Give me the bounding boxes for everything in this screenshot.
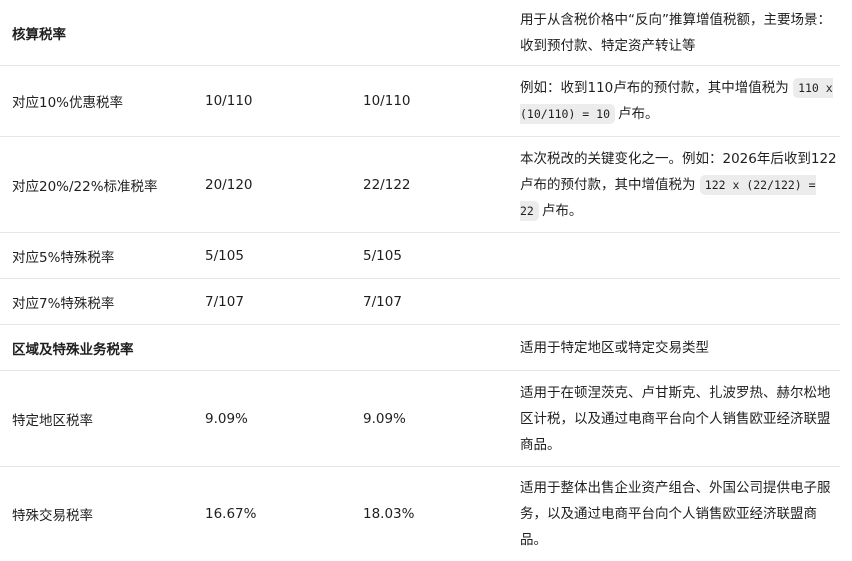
note-text: 用于从含税价格中“反向”推算增值税额，主要场景：收到预付款、特定资产转让等 [520, 11, 831, 54]
note-text: 例如：收到110卢布的预付款，其中增值税为 [520, 80, 794, 96]
table-row: 区域及特殊业务税率 适用于特定地区或特定交易类型 [0, 325, 840, 371]
rate-name-cell: 对应7%特殊税率 [12, 295, 115, 312]
new-rate-cell: 9.09% [363, 410, 406, 427]
note-cell: 适用于特定地区或特定交易类型 [520, 325, 840, 370]
table-row: 对应7%特殊税率 7/107 7/107 [0, 279, 840, 325]
table-row: 核算税率 用于从含税价格中“反向”推算增值税额，主要场景：收到预付款、特定资产转让… [0, 0, 840, 66]
note-cell [520, 233, 840, 278]
new-rate-cell [363, 325, 513, 370]
rate-name-cell: 对应10%优惠税率 [12, 95, 124, 111]
note-text: 适用于特定地区或特定交易类型 [520, 339, 709, 356]
table-row: 特定地区税率 9.09% 9.09% 适用于在顿涅茨克、卢甘斯克、扎波罗热、赫尔松地区… [0, 371, 840, 467]
rate-name-cell: 特殊交易税率 [12, 507, 93, 524]
old-rate-cell [205, 0, 355, 65]
note-cell [520, 279, 840, 324]
note-cell: 本次税改的关键变化之一。例如：2026年后收到122卢布的预付款，其中增值税为 … [520, 137, 840, 232]
note-cell: 例如：收到110卢布的预付款，其中增值税为 110 x (10/110) = 1… [520, 66, 840, 136]
rate-name-cell: 对应5%特殊税率 [12, 249, 115, 266]
old-rate-cell: 9.09% [205, 410, 248, 427]
old-rate-cell [205, 325, 355, 370]
old-rate-cell: 10/110 [205, 93, 253, 109]
new-rate-cell: 18.03% [363, 505, 415, 522]
note-text: 卢布。 [618, 106, 659, 122]
note-text: 适用于在顿涅茨克、卢甘斯克、扎波罗热、赫尔松地区计税，以及通过电商平台向个人销售… [520, 384, 831, 453]
old-rate-cell: 7/107 [205, 293, 244, 310]
old-rate-cell: 16.67% [205, 505, 257, 522]
rate-name-cell: 区域及特殊业务税率 [12, 341, 134, 358]
new-rate-cell: 10/110 [363, 93, 411, 109]
rate-name-cell: 特定地区税率 [12, 412, 93, 429]
old-rate-cell: 20/120 [205, 176, 253, 193]
table-row: 对应5%特殊税率 5/105 5/105 [0, 233, 840, 279]
note-cell: 适用于整体出售企业资产组合、外国公司提供电子服务，以及通过电商平台向个人销售欧亚… [520, 467, 840, 560]
new-rate-cell: 5/105 [363, 247, 402, 264]
new-rate-cell: 7/107 [363, 293, 402, 310]
old-rate-cell: 5/105 [205, 247, 244, 264]
note-text: 适用于整体出售企业资产组合、外国公司提供电子服务，以及通过电商平台向个人销售欧亚… [520, 479, 831, 548]
table-row: 对应10%优惠税率 10/110 10/110 例如：收到110卢布的预付款，其中增值… [0, 66, 840, 137]
new-rate-cell: 22/122 [363, 176, 411, 193]
new-rate-cell [363, 0, 513, 65]
rate-name-cell: 核算税率 [12, 26, 66, 43]
table-row: 特殊交易税率 16.67% 18.03% 适用于整体出售企业资产组合、外国公司提供电子… [0, 467, 840, 560]
note-cell: 适用于在顿涅茨克、卢甘斯克、扎波罗热、赫尔松地区计税，以及通过电商平台向个人销售… [520, 371, 840, 466]
note-text: 卢布。 [541, 202, 583, 219]
note-text: 本次税改的关键变化之一。例如：2026年后收到122卢布的预付款，其中增值税为 [520, 150, 837, 193]
note-cell: 用于从含税价格中“反向”推算增值税额，主要场景：收到预付款、特定资产转让等 [520, 0, 840, 65]
table-row: 对应20%/22%标准税率 20/120 22/122 本次税改的关键变化之一。例如：… [0, 137, 840, 233]
rate-name-cell: 对应20%/22%标准税率 [12, 178, 158, 195]
